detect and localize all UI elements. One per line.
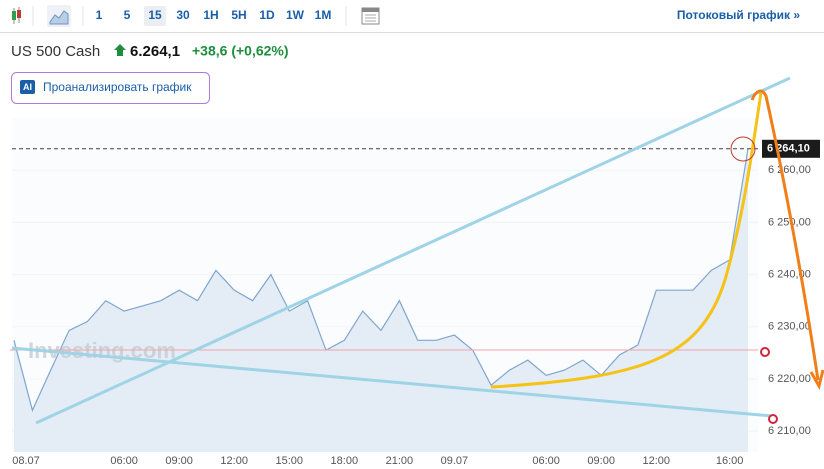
interval-button[interactable]: 30 [176, 8, 190, 22]
x-tick-label: 12:00 [642, 455, 670, 467]
interval-button[interactable]: 1M [315, 8, 332, 22]
x-tick-label: 06:00 [532, 455, 560, 467]
interval-button[interactable]: 1 [96, 8, 103, 22]
x-tick-label: 06:00 [110, 455, 138, 467]
y-tick-label: 6 230,00 [768, 321, 811, 333]
y-tick-label: 6 240,00 [768, 268, 811, 280]
symbol: US 500 Cash [11, 43, 100, 60]
marker-circle [760, 347, 770, 357]
x-tick-label: 18:00 [331, 455, 359, 467]
x-tick-label: 08.07 [12, 455, 40, 467]
arrow-head [809, 369, 824, 390]
marker-circle [768, 414, 778, 424]
highlight-circle [730, 136, 756, 162]
change: +38,6 (+0,62%) [192, 43, 289, 59]
candle-icon[interactable] [12, 7, 21, 24]
projection-arrow [750, 89, 820, 381]
chart: 6 210,00 6 220,00 6 230,00 6 240,00 6 250,00… [12, 118, 820, 467]
area-fill [14, 148, 748, 453]
analyze-button-label[interactable]: Проанализировать график [43, 80, 192, 94]
analyze-button[interactable] [11, 72, 210, 104]
interval-button[interactable]: 1H [203, 8, 218, 22]
x-tick-label: 12:00 [220, 455, 248, 467]
x-tick-label: 15:00 [275, 455, 303, 467]
y-tick-label: 6 220,00 [768, 373, 811, 385]
interval-button[interactable]: 1D [259, 8, 275, 22]
interval-button[interactable]: 5H [231, 8, 246, 22]
interval-button[interactable]: 5 [124, 8, 131, 22]
y-tick-label: 6 250,00 [768, 216, 811, 228]
interval-button[interactable]: 15 [148, 8, 162, 22]
interval-buttons: 1 5 15 30 1H 5H 1D 1W 1M [96, 8, 332, 22]
ai-badge [20, 80, 35, 94]
ai-badge-text: AI [23, 82, 32, 92]
up-arrow [114, 44, 126, 56]
table-icon[interactable] [361, 7, 380, 25]
price-line [13, 148, 749, 413]
x-tick-label: 21:00 [386, 455, 414, 467]
x-tick-label: 09:00 [587, 455, 615, 467]
x-tick-label: 09.07 [441, 455, 469, 467]
y-tick-label: 6 210,00 [768, 425, 811, 437]
toolbar [0, 0, 824, 32]
x-tick-label: 09:00 [165, 455, 193, 467]
interval-button[interactable]: 1W [286, 8, 305, 22]
trend-line [11, 346, 773, 418]
trend-line [35, 76, 791, 425]
price: 6.264,1 [130, 43, 180, 60]
projection-curve [490, 92, 763, 389]
last-price-label: 6 264,10 [767, 143, 810, 155]
active-interval-bg [144, 6, 166, 26]
area-icon[interactable] [47, 5, 71, 27]
stream-link[interactable]: Потоковый график » [677, 8, 800, 22]
x-tick-label: 16:00 [716, 455, 744, 467]
y-tick-label: 6 260,00 [768, 164, 811, 176]
